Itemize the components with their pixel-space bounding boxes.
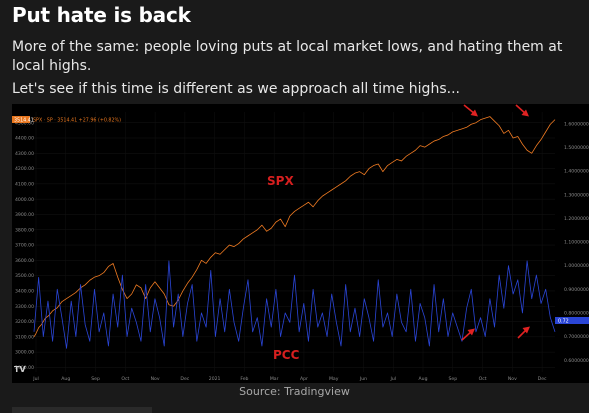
series-line-spx bbox=[33, 116, 556, 338]
left-tick-label: 3400.00 bbox=[15, 289, 34, 295]
left-tick-label: 3700.00 bbox=[15, 243, 34, 249]
chart-background bbox=[12, 104, 589, 383]
right-tick-label: 1.6000000 bbox=[564, 121, 589, 127]
x-tick-label: Dec bbox=[180, 376, 189, 382]
left-tick-label: 4300.00 bbox=[15, 151, 34, 157]
right-tick-label: 1.4000000 bbox=[564, 169, 589, 175]
tradingview-logo: TV bbox=[14, 365, 26, 374]
x-tick-label: Nov bbox=[508, 376, 517, 382]
left-tick-label: 2900.00 bbox=[15, 365, 34, 371]
price-badge-text: 3514.41 bbox=[14, 117, 34, 123]
arrow-low-1 bbox=[461, 328, 475, 341]
right-tick-label: 1.2000000 bbox=[564, 216, 589, 222]
post-title: Put hate is back bbox=[12, 3, 191, 27]
chart-svg: 2900.00 3000.00 3100.00 3200.00 3300.00 3400.… bbox=[12, 104, 589, 383]
x-tick-label: Oct bbox=[121, 376, 129, 382]
left-tick-label: 3900.00 bbox=[15, 212, 34, 218]
right-tick-label: 1.1000000 bbox=[564, 240, 589, 246]
annotation-pcc: PCC bbox=[273, 348, 300, 362]
x-tick-label: Oct bbox=[479, 376, 487, 382]
x-tick-label: Sep bbox=[448, 376, 457, 382]
post-paragraph: More of the same: people loving puts at … bbox=[12, 39, 563, 74]
right-value-badge-text: 0.72 bbox=[558, 318, 569, 324]
x-tick-label: Nov bbox=[151, 376, 160, 382]
left-tick-label: 3200.00 bbox=[15, 319, 34, 325]
left-tick-label: 3800.00 bbox=[15, 227, 34, 233]
left-tick-label: 3100.00 bbox=[15, 334, 34, 340]
post-paragraph: Let's see if this time is different as w… bbox=[12, 81, 460, 97]
annotation-spx: SPX bbox=[267, 174, 294, 188]
arrow-high-2 bbox=[515, 104, 529, 117]
x-tick-label: Aug bbox=[61, 376, 70, 382]
right-value-badge bbox=[555, 317, 589, 324]
chart-lines bbox=[33, 116, 556, 349]
arrow-low-2 bbox=[517, 326, 530, 339]
x-tick-label: May bbox=[329, 376, 339, 382]
left-tick-label: 3500.00 bbox=[15, 273, 34, 279]
chart-legend: SPX · SP · 3514.41 +27.96 (+0.82%) bbox=[33, 118, 121, 124]
right-tick-label: 0.9000000 bbox=[564, 287, 589, 293]
right-tick-label: 0.7000000 bbox=[564, 334, 589, 340]
right-tick-label: 1.3000000 bbox=[564, 192, 589, 198]
x-tick-label: Apr bbox=[300, 376, 308, 382]
left-tick-label: 3300.00 bbox=[15, 304, 34, 310]
x-axis: Jul Aug Sep Oct Nov Dec 2021 Feb Mar Apr May Jun Jul… bbox=[32, 376, 547, 382]
right-tick-label: 0.6000000 bbox=[564, 358, 589, 364]
right-tick-label: 1.0000000 bbox=[564, 263, 589, 269]
price-badge bbox=[12, 116, 30, 123]
x-tick-label: Aug bbox=[419, 376, 428, 382]
x-tick-label: Feb bbox=[240, 376, 248, 382]
series-line-pcc bbox=[33, 260, 556, 349]
right-tick-label: 1.5000000 bbox=[564, 145, 589, 151]
x-tick-label: Mar bbox=[270, 376, 279, 382]
left-tick-label: 4000.00 bbox=[15, 197, 34, 203]
x-tick-label: Sep bbox=[91, 376, 100, 382]
left-tick-label: 4500.00 bbox=[15, 120, 34, 126]
x-tick-label: Jun bbox=[359, 376, 367, 382]
left-tick-label: 4100.00 bbox=[15, 181, 34, 187]
right-axis: 0.6000000 0.7000000 0.8000000 0.9000000 1.00… bbox=[564, 121, 589, 363]
x-tick-label: Jul bbox=[32, 376, 39, 382]
arrow-high-1 bbox=[463, 104, 478, 117]
svg-text:TV: TV bbox=[14, 365, 26, 374]
left-tick-label: 4400.00 bbox=[15, 136, 34, 142]
x-tick-label: 2021 bbox=[209, 376, 221, 382]
x-tick-label: Jul bbox=[389, 376, 396, 382]
left-axis: 2900.00 3000.00 3100.00 3200.00 3300.00 3400.… bbox=[15, 120, 34, 371]
left-tick-label: 3000.00 bbox=[15, 350, 34, 356]
left-tick-label: 4200.00 bbox=[15, 166, 34, 172]
right-tick-label: 0.8000000 bbox=[564, 311, 589, 317]
chart-image: 2900.00 3000.00 3100.00 3200.00 3300.00 3400.… bbox=[12, 104, 589, 383]
footer-toolbar bbox=[12, 407, 152, 413]
image-caption: Source: Tradingview bbox=[239, 385, 350, 398]
left-tick-label: 3600.00 bbox=[15, 258, 34, 264]
x-tick-label: Dec bbox=[538, 376, 547, 382]
